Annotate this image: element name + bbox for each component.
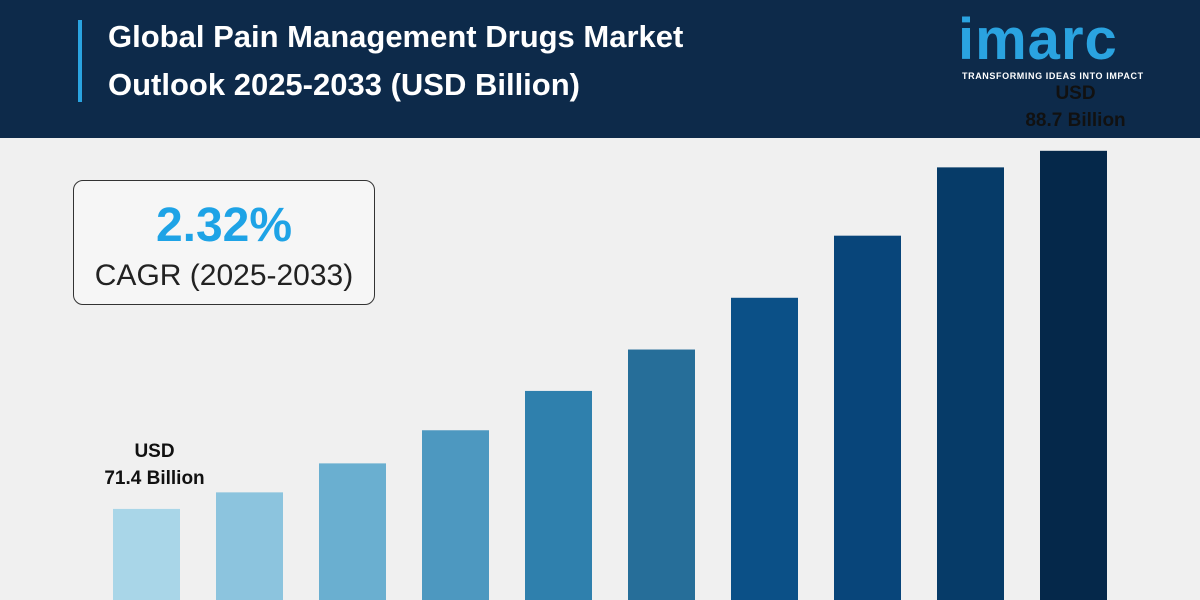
- bar-1-label-line2: 71.4 Billion: [104, 468, 204, 489]
- bar-1: [113, 508, 180, 600]
- bar-3: [319, 463, 386, 600]
- bar-10: [1040, 150, 1107, 600]
- bar-2: [216, 492, 283, 600]
- bar-7: [731, 297, 798, 600]
- bar-4: [422, 430, 489, 600]
- header-banner: Global Pain Management Drugs Market Outl…: [0, 0, 1200, 138]
- chart-title-line1: Global Pain Management Drugs Market: [108, 19, 684, 54]
- cagr-callout: 2.32% CAGR (2025-2033): [73, 180, 375, 305]
- bar-10-label-line1: USD: [1055, 83, 1095, 104]
- logo-wordmark: imarc: [958, 7, 1118, 72]
- bar-8: [834, 235, 901, 600]
- bar-10-label-line2: 88.7 Billion: [1025, 110, 1125, 131]
- chart-title-line2: Outlook 2025-2033 (USD Billion): [108, 67, 580, 102]
- imarc-logo: imarc TRANSFORMING IDEAS INTO IMPACT: [958, 8, 1168, 84]
- bar-9: [937, 167, 1004, 600]
- logo-tagline: TRANSFORMING IDEAS INTO IMPACT: [962, 71, 1144, 81]
- cagr-label: CAGR (2025-2033): [94, 259, 354, 292]
- cagr-value: 2.32%: [155, 199, 293, 252]
- bar-6: [628, 349, 695, 600]
- bar-5: [525, 390, 592, 600]
- title-accent-bar: [78, 20, 82, 102]
- bar-1-label-line1: USD: [134, 441, 174, 462]
